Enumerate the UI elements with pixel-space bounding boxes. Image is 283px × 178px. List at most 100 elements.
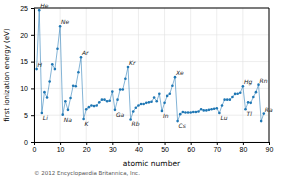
x-axis: 0102030405060708090 bbox=[33, 142, 274, 153]
annotation: Xe bbox=[175, 69, 184, 76]
point bbox=[119, 88, 122, 91]
y-axis: 0510152025 bbox=[20, 5, 34, 146]
point bbox=[184, 111, 187, 114]
point bbox=[202, 109, 205, 112]
annotation: H bbox=[38, 61, 43, 68]
point bbox=[72, 84, 75, 87]
series bbox=[35, 9, 265, 123]
point bbox=[132, 110, 135, 113]
tick: 90 bbox=[266, 142, 274, 153]
plot-area: 01020304050607080900510152025HHeLiNaNeAr… bbox=[20, 2, 273, 153]
tick-mark bbox=[31, 142, 34, 143]
point bbox=[93, 105, 96, 108]
grid-line bbox=[34, 34, 269, 35]
axis-line bbox=[31, 9, 35, 143]
point bbox=[189, 111, 192, 114]
grid-line bbox=[269, 8, 270, 142]
point bbox=[166, 95, 169, 98]
tick-label: 30 bbox=[109, 146, 117, 153]
point bbox=[163, 102, 166, 105]
point bbox=[95, 104, 98, 107]
point bbox=[260, 120, 263, 123]
point bbox=[262, 112, 265, 115]
tick: 20 bbox=[20, 32, 34, 39]
grid-line bbox=[112, 8, 113, 142]
point bbox=[153, 96, 156, 99]
point bbox=[46, 96, 49, 99]
tick-label: 0 bbox=[33, 146, 37, 153]
tick-label: 60 bbox=[187, 146, 195, 153]
tick-mark bbox=[31, 62, 34, 63]
tick: 80 bbox=[239, 142, 247, 153]
point bbox=[90, 104, 93, 107]
tick-mark bbox=[165, 142, 166, 145]
grid-line bbox=[34, 8, 269, 9]
point bbox=[174, 76, 177, 79]
point bbox=[43, 91, 46, 94]
point bbox=[179, 113, 182, 116]
point bbox=[226, 98, 229, 101]
grid-line bbox=[216, 8, 217, 142]
point bbox=[142, 103, 145, 106]
grid-line bbox=[34, 88, 269, 89]
point bbox=[74, 85, 77, 88]
grid-line bbox=[242, 8, 243, 142]
annotation: Li bbox=[43, 114, 48, 121]
tick-label: 40 bbox=[135, 146, 143, 153]
tick-label: 90 bbox=[266, 146, 274, 153]
point bbox=[155, 100, 158, 103]
tick: 30 bbox=[109, 142, 117, 153]
annotation: In bbox=[163, 112, 169, 119]
point bbox=[101, 98, 104, 101]
point bbox=[215, 107, 218, 110]
point bbox=[108, 99, 111, 102]
annotation: Ga bbox=[116, 111, 125, 118]
point bbox=[192, 111, 195, 114]
point bbox=[98, 101, 101, 104]
tick-mark bbox=[138, 142, 139, 145]
point bbox=[135, 106, 138, 109]
point bbox=[195, 111, 198, 114]
annotation: Ra bbox=[265, 106, 273, 113]
tick-label: 50 bbox=[161, 146, 169, 153]
tick-mark bbox=[31, 35, 34, 36]
point bbox=[236, 92, 239, 95]
tick: 5 bbox=[24, 112, 34, 119]
annotation: Ar bbox=[81, 49, 89, 56]
tick-label: 80 bbox=[239, 146, 247, 153]
point bbox=[80, 56, 83, 59]
grid-line bbox=[34, 61, 269, 62]
point bbox=[140, 103, 143, 106]
tick-mark bbox=[86, 142, 87, 145]
point bbox=[88, 106, 91, 109]
point bbox=[51, 63, 54, 66]
point bbox=[69, 97, 72, 100]
point bbox=[48, 80, 51, 83]
point bbox=[67, 109, 70, 112]
point bbox=[171, 84, 174, 87]
point bbox=[239, 91, 242, 94]
point bbox=[247, 101, 250, 104]
tick-mark bbox=[269, 142, 270, 145]
annotation: Lu bbox=[220, 114, 227, 121]
annotation: K bbox=[85, 120, 90, 127]
tick: 10 bbox=[20, 85, 34, 92]
annotation: Tl bbox=[247, 110, 253, 117]
point bbox=[64, 100, 67, 103]
point bbox=[234, 93, 237, 96]
tick-label: 0 bbox=[24, 139, 28, 146]
annotations: HHeLiNaNeArKGaKrRbInXeCsLuHgTlRnRa bbox=[38, 2, 273, 129]
tick: 10 bbox=[57, 142, 65, 153]
tick-mark bbox=[31, 88, 34, 89]
grid bbox=[34, 8, 269, 142]
point bbox=[252, 96, 255, 99]
point bbox=[221, 104, 224, 107]
point bbox=[38, 9, 41, 12]
tick: 25 bbox=[20, 5, 34, 12]
tick-mark bbox=[31, 115, 34, 116]
point bbox=[59, 25, 62, 28]
chart: 01020304050607080900510152025HHeLiNaNeAr… bbox=[0, 0, 283, 178]
point bbox=[158, 92, 161, 95]
point bbox=[242, 85, 245, 88]
point bbox=[231, 96, 234, 99]
